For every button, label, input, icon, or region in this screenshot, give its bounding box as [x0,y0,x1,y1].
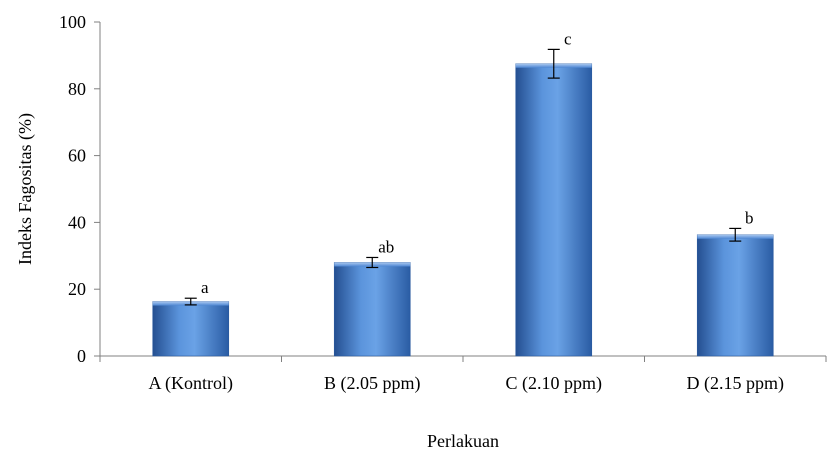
x-axis-title: Perlakuan [427,431,499,451]
significance-label: c [564,29,572,48]
significance-label: a [201,278,209,297]
x-tick-label: C (2.10 ppm) [506,373,603,394]
bar [152,301,230,357]
y-tick-label: 100 [59,12,86,32]
y-ticks: 0 20 40 60 80 100 [59,12,100,366]
y-tick-label: 60 [68,146,86,166]
x-tick-label: D (2.15 ppm) [687,373,785,394]
bar [333,262,411,357]
significance-label: ab [378,237,394,256]
bar [515,63,593,357]
bar-group: ab [333,237,411,357]
x-tick-label: B (2.05 ppm) [324,373,421,394]
x-tick-label: A (Kontrol) [149,373,234,394]
y-axis-title: Indeks Fagositas (%) [15,113,36,265]
bar-group: a [152,278,230,357]
bar [696,234,774,357]
bar-group: c [515,29,593,357]
y-tick-label: 40 [68,212,86,232]
bars: a ab c b [152,29,774,357]
significance-label: b [745,208,754,227]
x-tick-labels: A (Kontrol) B (2.05 ppm) C (2.10 ppm) D (2.… [99,356,827,394]
y-tick-label: 0 [77,346,86,366]
y-tick-label: 20 [68,279,86,299]
y-tick-label: 80 [68,79,86,99]
bar-group: b [696,208,774,357]
